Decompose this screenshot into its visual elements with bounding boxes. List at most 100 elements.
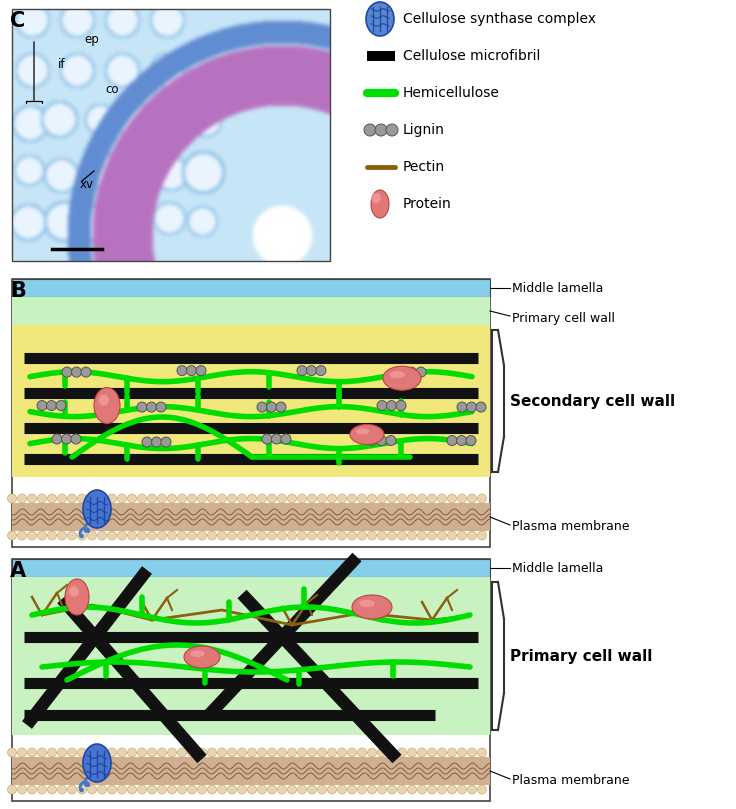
Circle shape (277, 494, 286, 503)
Text: Cellulose microfibril: Cellulose microfibril (403, 49, 540, 63)
Circle shape (48, 494, 57, 503)
Circle shape (437, 531, 447, 540)
Circle shape (197, 785, 207, 794)
Circle shape (288, 785, 297, 794)
Ellipse shape (383, 366, 421, 390)
Circle shape (308, 748, 316, 757)
Text: Secondary cell wall: Secondary cell wall (510, 393, 675, 409)
Circle shape (387, 785, 397, 794)
Circle shape (7, 785, 16, 794)
Circle shape (107, 748, 116, 757)
Circle shape (406, 367, 417, 377)
Ellipse shape (389, 371, 405, 378)
Circle shape (57, 748, 66, 757)
Circle shape (27, 748, 37, 757)
Circle shape (127, 494, 136, 503)
Circle shape (71, 434, 81, 444)
Circle shape (308, 531, 316, 540)
Circle shape (367, 435, 377, 446)
Circle shape (375, 124, 387, 136)
Circle shape (288, 748, 297, 757)
Circle shape (186, 366, 197, 375)
Circle shape (57, 785, 66, 794)
Circle shape (247, 785, 257, 794)
Circle shape (306, 366, 316, 375)
Circle shape (118, 785, 127, 794)
Circle shape (188, 494, 197, 503)
Ellipse shape (371, 193, 381, 203)
Circle shape (308, 494, 316, 503)
Circle shape (428, 785, 436, 794)
Circle shape (188, 748, 197, 757)
Circle shape (317, 494, 327, 503)
Circle shape (338, 785, 347, 794)
Ellipse shape (83, 490, 111, 528)
Circle shape (447, 435, 457, 446)
Circle shape (38, 531, 46, 540)
Circle shape (317, 748, 327, 757)
Circle shape (38, 785, 46, 794)
Text: xv: xv (80, 177, 94, 190)
Circle shape (208, 785, 216, 794)
Circle shape (107, 494, 116, 503)
Circle shape (88, 785, 96, 794)
Circle shape (37, 400, 47, 410)
Circle shape (408, 531, 417, 540)
Bar (12, 559, 490, 801)
Circle shape (408, 785, 417, 794)
Circle shape (158, 785, 166, 794)
Circle shape (267, 494, 277, 503)
Circle shape (52, 434, 62, 444)
Ellipse shape (99, 395, 109, 405)
Circle shape (48, 531, 57, 540)
Text: Middle lamella: Middle lamella (512, 282, 604, 294)
Circle shape (127, 531, 136, 540)
Circle shape (197, 531, 207, 540)
Circle shape (328, 748, 336, 757)
Circle shape (257, 402, 267, 412)
Circle shape (238, 785, 247, 794)
Circle shape (147, 785, 157, 794)
Circle shape (46, 400, 57, 410)
Circle shape (238, 494, 247, 503)
Circle shape (18, 785, 26, 794)
Ellipse shape (352, 595, 392, 619)
Circle shape (417, 531, 426, 540)
Circle shape (338, 531, 347, 540)
Circle shape (27, 494, 37, 503)
Circle shape (62, 434, 71, 444)
Circle shape (77, 785, 87, 794)
Circle shape (227, 494, 236, 503)
Circle shape (227, 785, 236, 794)
Circle shape (397, 367, 407, 377)
Bar (12, 503, 490, 531)
Circle shape (397, 494, 406, 503)
Circle shape (358, 531, 367, 540)
Circle shape (367, 494, 377, 503)
Text: Primary cell wall: Primary cell wall (512, 311, 615, 324)
Circle shape (347, 494, 356, 503)
Circle shape (267, 785, 277, 794)
Circle shape (62, 367, 72, 377)
Circle shape (38, 494, 46, 503)
Circle shape (437, 785, 447, 794)
Circle shape (417, 785, 426, 794)
Ellipse shape (371, 190, 389, 218)
Circle shape (247, 494, 257, 503)
Circle shape (107, 785, 116, 794)
Circle shape (297, 531, 306, 540)
Circle shape (458, 748, 467, 757)
Text: Primary cell wall: Primary cell wall (510, 649, 652, 663)
Ellipse shape (184, 646, 220, 668)
Bar (12, 297, 490, 325)
Circle shape (397, 748, 406, 757)
Circle shape (478, 494, 486, 503)
Circle shape (147, 531, 157, 540)
Text: Plasma membrane: Plasma membrane (512, 520, 629, 533)
Circle shape (97, 748, 107, 757)
Circle shape (347, 785, 356, 794)
Circle shape (177, 366, 187, 375)
Circle shape (347, 748, 356, 757)
Circle shape (467, 785, 476, 794)
Circle shape (447, 494, 456, 503)
